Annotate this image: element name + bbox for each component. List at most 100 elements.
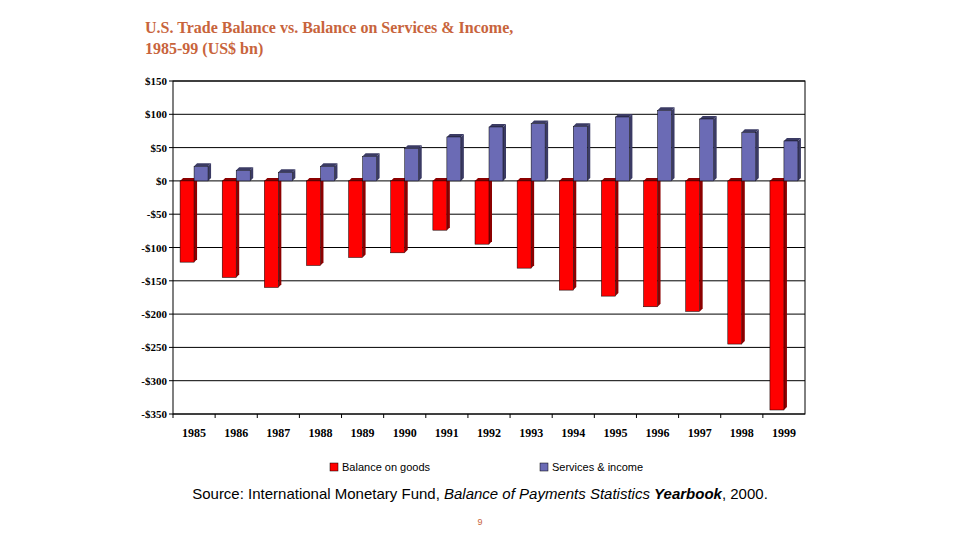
bar-depth	[489, 124, 506, 127]
x-tick	[678, 414, 679, 418]
bar-depth	[531, 121, 548, 124]
page-number: 9	[477, 517, 482, 527]
category-label: 1999	[772, 426, 796, 440]
tick-mark	[169, 347, 173, 348]
x-tick	[215, 414, 216, 418]
bar	[615, 117, 629, 181]
bar-depth	[194, 163, 211, 166]
bar-depth	[742, 178, 745, 344]
grid-line	[173, 414, 805, 415]
x-tick	[720, 414, 721, 418]
category-label: 1991	[435, 426, 459, 440]
bar	[644, 181, 658, 307]
category-label: 1994	[561, 426, 585, 440]
bar-depth	[461, 134, 464, 181]
bar	[700, 119, 714, 181]
bar	[475, 181, 489, 244]
bar-depth	[714, 116, 717, 181]
bar-depth	[278, 178, 281, 288]
tick-mark	[169, 214, 173, 215]
bar-depth	[658, 107, 675, 110]
bar	[559, 181, 573, 290]
x-tick	[173, 414, 174, 418]
bar	[349, 181, 363, 258]
source-part: Balance of Payments Statistics	[444, 485, 654, 502]
x-tick	[257, 414, 258, 418]
bar-depth	[672, 107, 675, 181]
x-tick	[425, 414, 426, 418]
bar-depth	[320, 178, 323, 266]
tick-mark	[169, 247, 173, 248]
bar-depth	[377, 153, 380, 181]
bar-depth	[419, 145, 422, 181]
bars	[180, 107, 801, 410]
bar-depth	[278, 169, 295, 172]
bar	[686, 181, 700, 312]
category-label: 1988	[308, 426, 332, 440]
bar-depth	[447, 178, 450, 230]
bar	[531, 124, 545, 181]
category-label: 1998	[730, 426, 754, 440]
bar-depth	[208, 163, 211, 181]
chart: U.S. Trade Balance vs. Balance on Servic…	[0, 0, 960, 540]
bar-depth	[587, 123, 590, 181]
x-tick	[594, 414, 595, 418]
category-label: 1996	[646, 426, 670, 440]
grid-line	[173, 347, 805, 348]
x-tick	[762, 414, 763, 418]
tick-mark	[169, 180, 173, 181]
tick-label: -$200	[141, 308, 167, 320]
bar	[405, 148, 419, 181]
bar	[320, 166, 334, 181]
bar	[363, 156, 377, 181]
tick-mark	[169, 147, 173, 148]
grid-line	[173, 380, 805, 381]
bar-depth	[363, 178, 366, 258]
bar-depth	[798, 138, 801, 181]
bar-depth	[405, 145, 422, 148]
tick-label: -$50	[147, 208, 168, 220]
legend-swatch	[540, 463, 548, 471]
bar-depth	[236, 167, 253, 170]
bar-depth	[236, 178, 239, 278]
grid-line	[173, 81, 805, 82]
tick-mark	[169, 114, 173, 115]
bar-depth	[503, 124, 506, 181]
bar-depth	[334, 163, 337, 181]
bar-depth	[756, 129, 759, 181]
legend-label: Services & income	[552, 461, 643, 473]
bar	[391, 181, 405, 253]
bar-depth	[700, 116, 717, 119]
bar-depth	[447, 134, 464, 137]
category-label: 1993	[519, 426, 543, 440]
bar	[447, 137, 461, 181]
bar	[236, 170, 250, 181]
bar	[784, 141, 798, 181]
x-tick	[636, 414, 637, 418]
category-label: 1997	[688, 426, 712, 440]
x-tick	[299, 414, 300, 418]
category-label: 1986	[224, 426, 248, 440]
bar	[222, 181, 236, 278]
bar	[489, 127, 503, 181]
bar	[194, 166, 208, 181]
bar-depth	[742, 129, 759, 132]
category-label: 1989	[351, 426, 375, 440]
legend-swatch	[330, 463, 338, 471]
bar-depth	[489, 178, 492, 244]
source-part: Yearbook	[654, 485, 722, 502]
bar-depth	[658, 178, 661, 307]
bar-depth	[629, 114, 632, 181]
bar	[180, 181, 194, 262]
tick-label: $150	[145, 75, 168, 87]
tick-label: -$350	[141, 408, 167, 420]
source-part: , 2000.	[722, 485, 768, 502]
bar-depth	[700, 178, 703, 312]
category-label: 1990	[393, 426, 417, 440]
bar	[278, 172, 292, 181]
bar-depth	[320, 163, 337, 166]
bar-depth	[531, 178, 534, 268]
bar-depth	[573, 123, 590, 126]
bar-depth	[363, 153, 380, 156]
tick-mark	[169, 280, 173, 281]
